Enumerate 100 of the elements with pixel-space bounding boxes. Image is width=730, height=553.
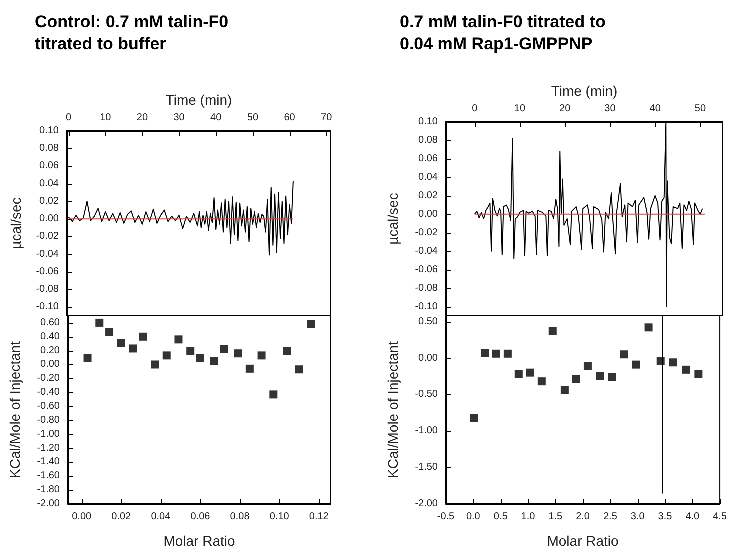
y-tick-label: -0.40 [37, 387, 60, 398]
point [174, 336, 183, 344]
point [295, 366, 304, 374]
x-tick-label: 20 [136, 112, 148, 124]
point [526, 368, 534, 377]
x-tick-label: 70 [321, 112, 333, 124]
point [186, 348, 195, 356]
y-tick-label: 0.20 [40, 345, 60, 356]
y-tick-label: -0.20 [37, 373, 60, 384]
y-tick-label: -1.50 [415, 462, 438, 474]
y-tick-label: 0.06 [418, 153, 438, 164]
point [596, 372, 604, 380]
point [682, 366, 690, 374]
y-tick-label: 0.00 [418, 208, 438, 220]
point [139, 332, 148, 341]
x-tick-label: 0 [66, 112, 72, 124]
y-tick-label: -0.04 [415, 246, 438, 257]
y-tick-label: 0.50 [418, 316, 438, 328]
x-tick-label: 50 [694, 104, 706, 114]
x-tick-label: 3.0 [630, 512, 646, 522]
chart-title: 0.7 mM talin-F0 titrated to 0.04 mM Rap1-GMPPNP [400, 12, 611, 54]
y-axis-title: µcal/sec [8, 198, 24, 250]
point [234, 350, 242, 358]
x-tick-label: 4.5 [713, 512, 728, 522]
y-tick-label: -0.04 [36, 248, 60, 260]
point [117, 339, 126, 348]
point [283, 348, 292, 356]
y-tick-label: -1.00 [37, 428, 60, 440]
x-tick-label: 0.02 [112, 512, 132, 522]
point [210, 357, 218, 366]
x-tick-label: 30 [604, 104, 616, 114]
y-tick-label: 0.04 [418, 172, 438, 183]
x-tick-label: 2.0 [576, 512, 590, 522]
point [270, 390, 278, 399]
y-tick-label: -0.80 [37, 414, 60, 426]
point [258, 352, 266, 360]
y-tick-label: 0.08 [40, 143, 60, 154]
point [307, 320, 316, 328]
y-tick-label: 0.10 [40, 126, 60, 136]
x-tick-label: 60 [284, 112, 296, 124]
point [151, 360, 160, 369]
point [514, 370, 523, 378]
y-tick-label: -0.06 [36, 266, 60, 278]
point [538, 378, 546, 386]
x-axis-title: Molar Ratio [164, 533, 236, 549]
point [196, 354, 204, 362]
y-tick-label: -0.10 [415, 301, 438, 312]
y-tick-label: 0.04 [40, 178, 60, 190]
y-tick-label: -0.02 [36, 231, 60, 242]
x-axis-title: Molar Ratio [547, 533, 620, 549]
y-tick-label: 0.02 [40, 196, 60, 207]
chart-title: Control: 0.7 mM talin-F0 titrated to buffer [35, 12, 234, 54]
x-tick-label: 0 [472, 104, 478, 114]
x-tick-label: 40 [650, 104, 662, 114]
y-tick-label: -0.02 [415, 227, 438, 238]
x-axis-title: Time (min) [551, 83, 618, 99]
y-axis-title: KCal/Mole of Injectant [7, 341, 23, 478]
y-tick-label: 0.00 [40, 214, 60, 225]
y-tick-label: -0.08 [415, 282, 438, 294]
point [96, 318, 104, 327]
x-tick-label: 10 [100, 112, 112, 124]
y-tick-label: -2.00 [37, 498, 60, 510]
y-tick-label: 0.08 [418, 134, 438, 146]
x-tick-label: 0.10 [270, 512, 290, 522]
y-tick-label: -1.20 [37, 442, 60, 454]
point [644, 324, 653, 332]
y-tick-label: -0.10 [36, 302, 60, 313]
point [162, 352, 171, 360]
y-tick-label: 0.00 [418, 352, 438, 364]
y-tick-label: -1.40 [37, 456, 60, 468]
x-tick-label: 1.5 [548, 512, 564, 522]
point [246, 364, 254, 373]
x-tick-label: 30 [174, 112, 186, 124]
x-tick-label: 0.12 [309, 512, 330, 522]
y-tick-label: 0.06 [40, 160, 60, 172]
point [129, 344, 138, 353]
point [560, 386, 569, 394]
point [492, 350, 500, 358]
y-tick-label: -1.80 [37, 484, 60, 496]
x-tick-label: 0.00 [72, 512, 92, 522]
x-tick-label: 2.5 [603, 512, 618, 522]
point [481, 349, 490, 358]
y-tick-label: 0.60 [40, 317, 60, 328]
point [608, 373, 616, 382]
y-tick-label: 0.00 [40, 359, 60, 370]
x-axis-title: Time (min) [166, 92, 232, 108]
x-tick-label: 0.0 [466, 512, 481, 522]
y-tick-label: -0.08 [36, 284, 60, 296]
y-axis-title: KCal/Mole of Injectant [385, 341, 401, 478]
point [106, 328, 114, 336]
x-tick-label: 20 [560, 104, 572, 114]
x-tick-label: 1.0 [521, 512, 536, 522]
y-tick-label: -0.06 [415, 264, 438, 276]
x-tick-label: 50 [247, 112, 259, 124]
point [632, 360, 640, 369]
point [504, 350, 512, 358]
y-tick-label: 0.40 [40, 331, 60, 342]
x-tick-label: 10 [514, 104, 526, 114]
y-axis-title: µcal/sec [385, 193, 401, 245]
x-tick-label: 0.06 [190, 512, 211, 522]
